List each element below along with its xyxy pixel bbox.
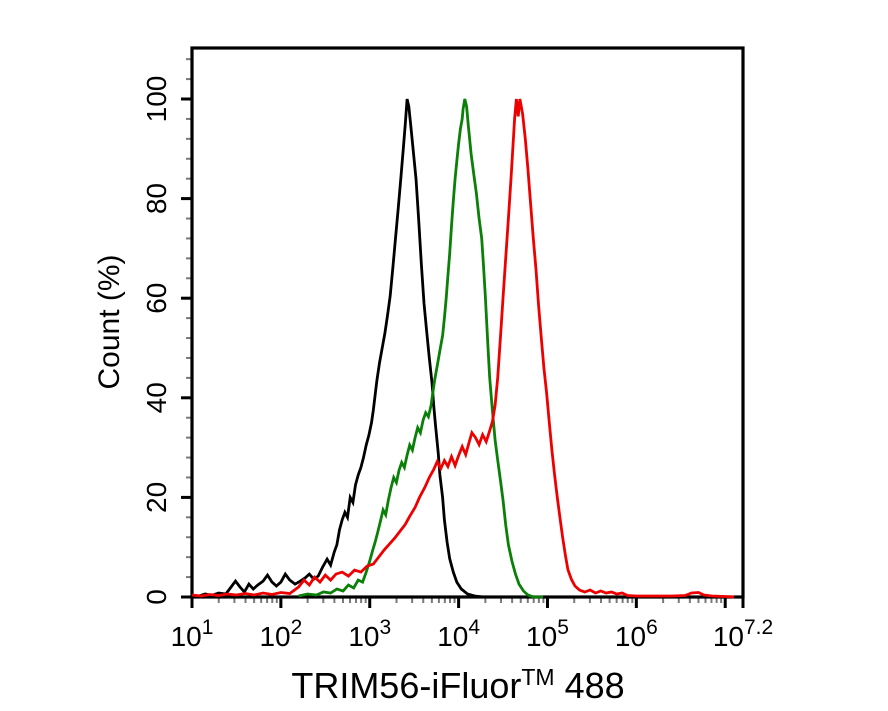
trademark-superscript: TM: [521, 664, 554, 690]
x-tick-label: 101: [171, 616, 214, 652]
y-axis-title: Count (%): [93, 254, 126, 389]
x-tick-label: 102: [259, 616, 302, 652]
x-tick-label: 106: [615, 616, 658, 652]
y-tick-label: 100: [141, 76, 172, 123]
plot-box: [190, 46, 745, 599]
series-curve-black: [191, 98, 495, 599]
y-tick-label: 80: [141, 183, 172, 214]
x-axis-title-main: TRIM56-iFluor: [291, 665, 521, 706]
series-curve-green: [298, 98, 543, 599]
y-tick-label: 20: [141, 482, 172, 513]
series-curve-red: [191, 98, 735, 599]
y-tick-label: 0: [141, 589, 172, 605]
x-axis-title-suffix: 488: [555, 665, 625, 706]
y-tick-label: 60: [141, 283, 172, 314]
x-tick-label: 105: [526, 616, 569, 652]
x-tick-label: 104: [437, 616, 480, 652]
x-tick-label: 107.2: [713, 616, 773, 652]
x-axis-title: TRIM56-iFluorTM 488: [291, 664, 624, 706]
x-tick-label: 103: [348, 616, 391, 652]
plot-area: 101 102 103 104 105 106 107.2 0 20 40 60 80 100: [141, 46, 773, 652]
y-tick-label: 40: [141, 382, 172, 413]
